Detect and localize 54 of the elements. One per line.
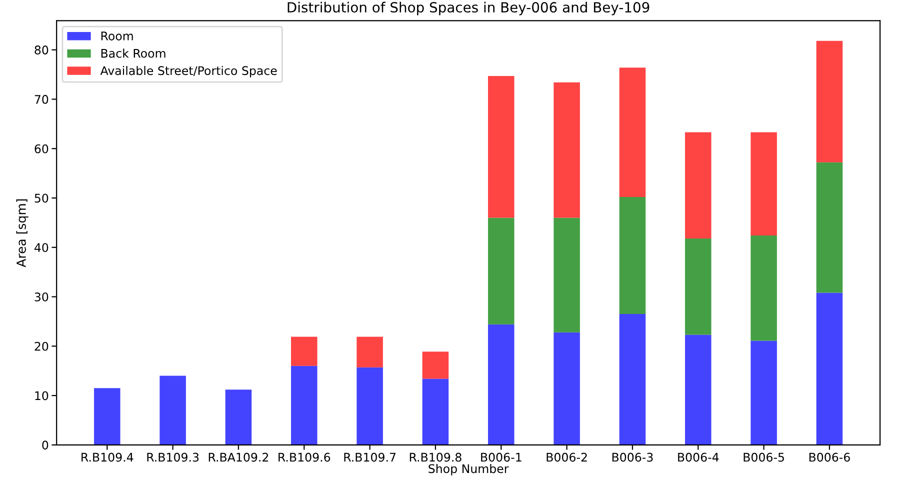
bar (94, 388, 120, 445)
legend-label: Available Street/Portico Space (100, 66, 277, 78)
legend-label: Back Room (101, 48, 166, 58)
bar (750, 236, 777, 341)
bar (488, 218, 514, 324)
x-tick-label: R.BA109.2 (208, 452, 268, 462)
bar (685, 238, 712, 335)
x-tick-label: R.B109.4 (82, 452, 134, 462)
bar (816, 162, 843, 293)
y-tick-label: 80 (34, 46, 48, 54)
bar (488, 324, 514, 445)
x-axis-title: Shop Number (428, 464, 509, 476)
x-tick-label: R.B109.6 (278, 452, 330, 462)
bar (750, 132, 777, 236)
y-tick-label: 30 (34, 292, 48, 302)
bar (554, 332, 580, 445)
bar (422, 352, 449, 379)
bar (488, 76, 514, 218)
y-tick-label: 70 (34, 94, 48, 104)
y-tick-label: 50 (34, 194, 48, 203)
x-tick-label: B006-2 (546, 452, 587, 462)
bar (356, 336, 383, 368)
x-tick-label: B006-6 (809, 452, 850, 462)
y-axis-title: Area [sqm] (16, 199, 28, 268)
bar (619, 68, 646, 197)
y-tick-label: 40 (34, 243, 48, 252)
bar (291, 366, 318, 445)
x-tick-label: B006-5 (744, 452, 784, 462)
bar (816, 292, 843, 445)
bar (554, 82, 580, 218)
x-tick-label: B006-3 (612, 452, 653, 462)
x-tick-label: R.B109.3 (147, 452, 199, 462)
bar (356, 367, 383, 445)
bar (619, 314, 646, 445)
y-tick-label: 20 (34, 342, 48, 351)
y-tick-label: 10 (35, 391, 48, 400)
x-tick-label: B006-4 (678, 452, 719, 462)
bar (685, 132, 712, 238)
chart-title: Distribution of Shop Spaces in Bey-006 and Bey-109 (288, 2, 650, 16)
bar (422, 378, 449, 445)
bar (685, 334, 712, 445)
x-tick-label: B006-1 (481, 452, 522, 462)
legend-label: Room (101, 32, 133, 40)
x-tick-label: R.B109.8 (410, 452, 462, 462)
bar (225, 390, 252, 445)
bar (816, 40, 843, 162)
bar (291, 336, 318, 366)
x-tick-label: R.B109.7 (344, 452, 396, 462)
bar (554, 218, 580, 332)
bar (160, 376, 186, 445)
bar (619, 197, 646, 314)
y-tick-label: 60 (34, 144, 48, 154)
y-tick-label: 0 (42, 440, 48, 450)
bar (750, 340, 777, 445)
